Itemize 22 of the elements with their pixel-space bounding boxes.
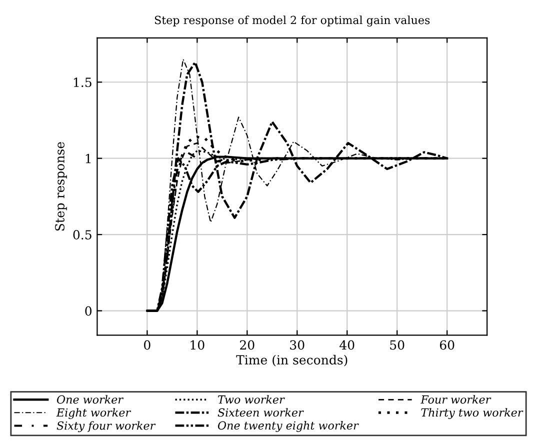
y-tick-label: 0 [85, 306, 92, 316]
x-tick-label: 40 [340, 340, 354, 350]
y-tick-label: 1.5 [74, 78, 92, 88]
x-tick-label: 30 [290, 340, 304, 350]
y-tick-label: 0.5 [73, 230, 92, 240]
x-tick-label: 10 [190, 340, 204, 350]
y-axis-title: Step response [55, 142, 67, 231]
x-tick-label: 50 [390, 340, 404, 350]
legend-label: Sixty four worker [56, 421, 156, 432]
chart-title: Step response of model 2 for optimal gain values [154, 16, 430, 27]
legend-label: Thirty two worker [421, 408, 524, 419]
legend-label: Eight worker [56, 408, 132, 419]
x-tick-label: 20 [240, 340, 254, 350]
x-axis-title: Time (in seconds) [236, 354, 348, 366]
x-tick-label: 0 [144, 340, 150, 350]
legend-label: Four worker [420, 395, 492, 404]
y-tick-label: 1 [86, 154, 91, 164]
legend-label: One worker [56, 395, 124, 404]
x-tick-label: 60 [440, 340, 454, 350]
legend-label: Two worker [218, 395, 285, 404]
legend-label: One twenty eight worker [218, 421, 359, 432]
legend-label: Sixteen worker [218, 408, 304, 417]
